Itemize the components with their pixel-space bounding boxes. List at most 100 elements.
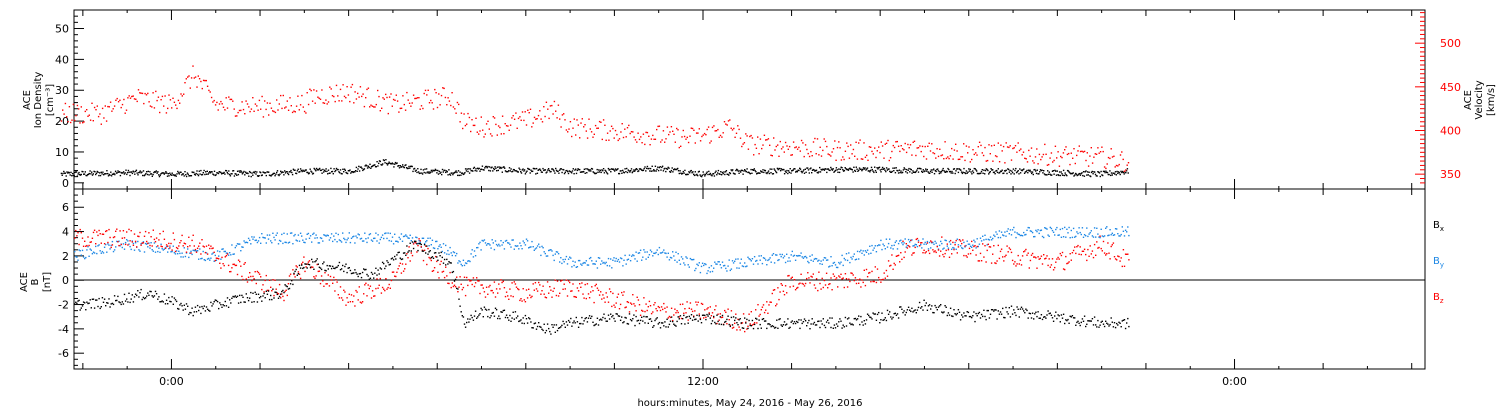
density-point (264, 172, 266, 174)
by-point (901, 242, 903, 244)
velocity-point (294, 111, 296, 113)
by-point (323, 234, 325, 236)
by-point (905, 246, 907, 248)
velocity-point (440, 94, 443, 97)
velocity-point (322, 102, 324, 104)
velocity-point (1070, 152, 1072, 154)
bx-point (687, 322, 689, 324)
density-point (350, 172, 352, 174)
by-point (453, 251, 456, 254)
density-point (521, 169, 523, 171)
bx-point (583, 320, 585, 322)
density-point (734, 173, 736, 175)
density-point (295, 172, 297, 174)
density-point (100, 171, 102, 173)
density-point (833, 171, 835, 173)
bz-point (404, 268, 406, 270)
bx-point (833, 324, 836, 326)
density-point (645, 170, 647, 172)
bz-point (116, 228, 118, 230)
bx-point (306, 267, 308, 269)
velocity-point (1085, 159, 1087, 162)
bz-point (901, 258, 903, 260)
bz-point (499, 288, 501, 290)
density-point (488, 166, 491, 168)
velocity-point (835, 159, 837, 161)
velocity-point (840, 159, 843, 161)
by-point (561, 262, 563, 265)
density-point (226, 171, 228, 174)
velocity-point (1065, 146, 1067, 148)
bx-point (225, 305, 228, 307)
by-point (407, 237, 409, 239)
by-point (917, 239, 920, 242)
bz-point (1036, 267, 1038, 269)
bz-point (428, 256, 430, 259)
density-point (550, 170, 552, 173)
density-point (424, 168, 426, 170)
density-point (757, 172, 759, 174)
bz-point (549, 286, 551, 288)
by-point (386, 237, 388, 240)
velocity-point (723, 121, 726, 123)
bx-point (108, 298, 110, 300)
density-point (763, 171, 765, 174)
density-point (247, 172, 249, 175)
density-point (433, 169, 436, 172)
by-point (368, 233, 370, 236)
density-point (456, 171, 458, 174)
density-point (614, 168, 617, 170)
by-point (592, 263, 594, 265)
velocity-point (925, 158, 928, 160)
bz-point (299, 277, 302, 280)
bz-point (376, 278, 378, 280)
bx-point (79, 309, 81, 311)
velocity-point (392, 98, 395, 101)
bz-point (965, 255, 967, 257)
density-point (996, 169, 998, 172)
density-point (933, 173, 936, 175)
density-point (451, 172, 453, 174)
bz-point (657, 305, 659, 308)
density-point (1005, 169, 1007, 171)
bx-point (170, 301, 172, 303)
bz-point (884, 277, 886, 279)
density-point (1034, 168, 1036, 171)
density-point (956, 168, 958, 170)
velocity-point (972, 149, 974, 151)
density-point (882, 168, 885, 170)
by-point (740, 258, 742, 260)
by-point (935, 242, 937, 244)
bx-point (837, 325, 839, 327)
by-point (755, 260, 757, 262)
bx-point (825, 321, 828, 323)
by-point (356, 237, 358, 239)
bz-point (622, 294, 624, 296)
velocity-point (658, 125, 661, 127)
by-point (548, 249, 550, 252)
by-point (78, 249, 80, 251)
bx-point (751, 319, 754, 322)
density-point (586, 172, 588, 174)
bz-point (846, 286, 849, 288)
bz-point (790, 277, 792, 279)
bx-point (752, 327, 755, 330)
bz-point (618, 308, 621, 310)
density-point (219, 171, 221, 173)
bx-point (389, 263, 391, 266)
bx-point (831, 317, 833, 319)
by-point (968, 243, 971, 245)
velocity-point (689, 135, 691, 137)
density-point (96, 170, 98, 173)
density-point (346, 172, 349, 175)
bx-point (196, 304, 199, 307)
density-point (646, 165, 649, 168)
density-point (169, 173, 172, 176)
density-point (754, 169, 756, 172)
bz-point (429, 257, 431, 260)
bx-point (442, 262, 445, 264)
by-point (934, 240, 936, 243)
bz-point (528, 288, 530, 290)
density-point (173, 174, 176, 177)
by-point (299, 232, 302, 234)
